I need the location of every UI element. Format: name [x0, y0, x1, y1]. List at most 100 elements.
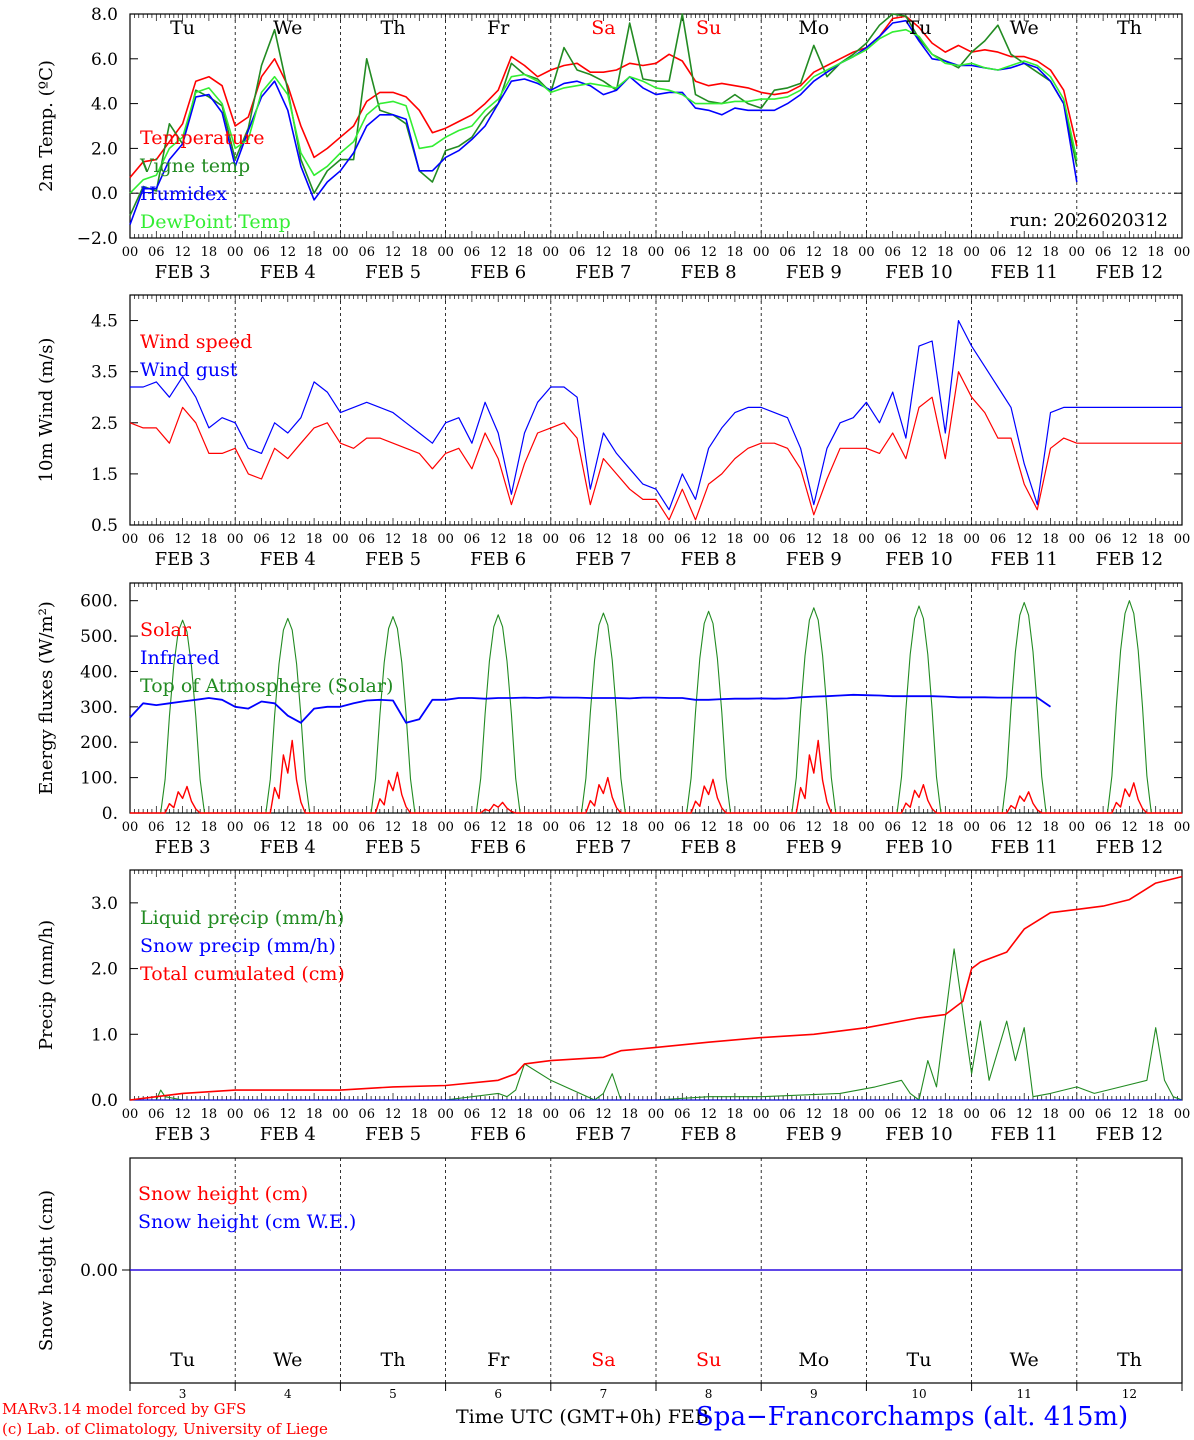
day-number-label: 12 — [1122, 1387, 1137, 1401]
weekday-label: We — [273, 17, 302, 39]
date-label: FEB 12 — [1096, 1124, 1163, 1145]
date-label: FEB 3 — [155, 549, 211, 570]
day-number-label: 3 — [179, 1387, 187, 1401]
legend-top-of-atmosphere-solar-: Top of Atmosphere (Solar) — [140, 675, 393, 697]
day-number-label: 10 — [911, 1387, 926, 1401]
hour-tick-label: 06 — [1095, 532, 1112, 547]
hour-tick-label: 18 — [621, 1107, 638, 1122]
hour-tick-label: 06 — [148, 1107, 165, 1122]
hour-tick-label: 18 — [201, 1107, 218, 1122]
hour-tick-label: 00 — [437, 245, 454, 260]
hour-tick-label: 06 — [1095, 1107, 1112, 1122]
hour-tick-label: 12 — [1121, 820, 1138, 835]
date-label: FEB 9 — [786, 1124, 842, 1145]
hour-tick-label: 12 — [174, 532, 191, 547]
hour-tick-label: 12 — [385, 245, 402, 260]
hour-tick-label: 06 — [569, 1107, 586, 1122]
date-label: FEB 5 — [365, 549, 421, 570]
hour-tick-label: 12 — [700, 1107, 717, 1122]
hour-tick-label: 06 — [990, 820, 1007, 835]
weekday-label: We — [273, 1349, 302, 1371]
day-number-label: 4 — [284, 1387, 292, 1401]
weekday-label: Sa — [591, 1349, 615, 1371]
hour-tick-label: 18 — [621, 820, 638, 835]
series-total-cumulated-cm- — [129, 875, 1183, 1101]
hour-tick-label: 06 — [779, 245, 796, 260]
hour-tick-label: 12 — [385, 820, 402, 835]
hour-tick-label: 00 — [332, 245, 349, 260]
hour-tick-label: 06 — [990, 245, 1007, 260]
date-label: FEB 9 — [786, 837, 842, 858]
hour-tick-label: 00 — [122, 245, 139, 260]
hour-tick-label: 12 — [280, 820, 297, 835]
hour-tick-label: 12 — [280, 532, 297, 547]
hour-tick-label: 12 — [911, 1107, 928, 1122]
hour-tick-label: 06 — [990, 1107, 1007, 1122]
hour-tick-label: 06 — [464, 820, 481, 835]
hour-tick-label: 00 — [1174, 245, 1191, 260]
hour-tick-label: 06 — [569, 820, 586, 835]
hour-tick-label: 00 — [227, 245, 244, 260]
hour-tick-label: 00 — [332, 532, 349, 547]
hour-tick-label: 12 — [806, 1107, 823, 1122]
hour-tick-label: 18 — [937, 245, 954, 260]
date-label: FEB 8 — [681, 262, 737, 283]
date-label: FEB 7 — [575, 837, 631, 858]
hour-tick-label: 18 — [937, 820, 954, 835]
hour-tick-label: 00 — [648, 245, 665, 260]
date-label: FEB 12 — [1096, 262, 1163, 283]
hour-tick-label: 12 — [490, 1107, 507, 1122]
legend-humidex: Humidex — [140, 183, 227, 205]
hour-tick-label: 18 — [832, 245, 849, 260]
hour-tick-label: 06 — [884, 820, 901, 835]
hour-tick-label: 18 — [201, 820, 218, 835]
legend-dewpoint-temp: DewPoint Temp — [140, 211, 291, 233]
legend-temperature: Temperature — [140, 127, 264, 149]
hour-tick-label: 06 — [358, 532, 375, 547]
hour-tick-label: 06 — [674, 532, 691, 547]
hour-tick-label: 18 — [621, 245, 638, 260]
day-number-label: 6 — [494, 1387, 502, 1401]
hour-tick-label: 12 — [385, 532, 402, 547]
series-humidex — [129, 19, 1078, 225]
hour-tick-label: 06 — [358, 820, 375, 835]
series-solar — [130, 739, 1182, 814]
hour-tick-label: 00 — [858, 820, 875, 835]
hour-tick-label: 00 — [858, 1107, 875, 1122]
hour-tick-label: 00 — [1174, 1107, 1191, 1122]
hour-tick-label: 06 — [253, 532, 270, 547]
weekday-label: Tu — [170, 17, 195, 39]
hour-tick-label: 18 — [1147, 820, 1164, 835]
hour-tick-label: 00 — [437, 1107, 454, 1122]
hour-tick-label: 18 — [201, 245, 218, 260]
hour-tick-label: 12 — [911, 245, 928, 260]
hour-tick-label: 12 — [490, 245, 507, 260]
hour-tick-label: 00 — [963, 532, 980, 547]
date-label: FEB 11 — [990, 837, 1057, 858]
hour-tick-label: 06 — [884, 532, 901, 547]
hour-tick-label: 06 — [884, 1107, 901, 1122]
y-tick-label: 3.5 — [91, 363, 118, 383]
date-label: FEB 10 — [885, 837, 952, 858]
hour-tick-label: 00 — [543, 532, 560, 547]
hour-tick-label: 12 — [1121, 245, 1138, 260]
weekday-label: Tu — [170, 1349, 195, 1371]
hour-tick-label: 18 — [1147, 1107, 1164, 1122]
hour-tick-label: 00 — [648, 1107, 665, 1122]
y-tick-label: 2.0 — [91, 139, 118, 159]
y-axis-label: 10m Wind (m/s) — [36, 338, 57, 483]
weekday-label: Th — [381, 17, 406, 39]
hour-tick-label: 06 — [464, 532, 481, 547]
weekday-label: Sa — [591, 17, 615, 39]
hour-tick-label: 06 — [148, 532, 165, 547]
weekday-label: Mo — [798, 1349, 829, 1371]
series-vigne-temp — [129, 13, 1078, 216]
hour-tick-label: 18 — [201, 532, 218, 547]
hour-tick-label: 18 — [1042, 820, 1059, 835]
legend-wind-gust: Wind gust — [140, 359, 238, 381]
station-title: Spa−Francorchamps (alt. 415m) — [696, 1402, 1129, 1432]
date-label: FEB 6 — [470, 262, 526, 283]
y-tick-label: 3.0 — [91, 894, 118, 914]
date-label: FEB 8 — [681, 1124, 737, 1145]
hour-tick-label: 00 — [963, 820, 980, 835]
